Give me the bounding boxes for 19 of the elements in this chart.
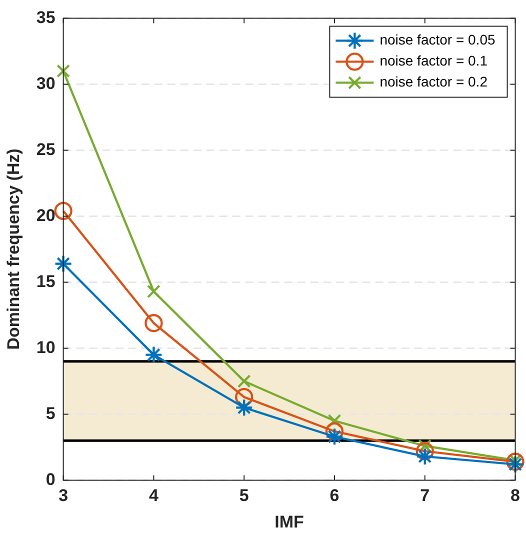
- y-tick-label: 15: [36, 272, 56, 291]
- x-tick-label: 7: [420, 486, 430, 506]
- y-tick-label: 20: [36, 206, 56, 225]
- y-tick-label: 35: [36, 8, 56, 27]
- y-tick-label: 0: [46, 470, 56, 489]
- y-tick-label: 10: [36, 338, 56, 357]
- y-tick-label: 30: [36, 74, 56, 93]
- y-axis-title: Dominant frequency (Hz): [4, 148, 23, 350]
- y-tick-label: 5: [46, 404, 56, 423]
- legend-label: noise factor = 0.1: [380, 52, 488, 69]
- x-axis-title: IMF: [274, 512, 304, 532]
- x-tick-label: 8: [510, 486, 520, 506]
- x-tick-label: 5: [239, 486, 249, 506]
- y-tick-label: 25: [36, 140, 56, 159]
- x-tick-label: 6: [330, 486, 340, 506]
- x-tick-label: 3: [58, 486, 68, 506]
- x-tick-label: 4: [148, 486, 159, 506]
- legend-label: noise factor = 0.05: [380, 32, 496, 48]
- legend-label: noise factor = 0.2: [380, 74, 488, 90]
